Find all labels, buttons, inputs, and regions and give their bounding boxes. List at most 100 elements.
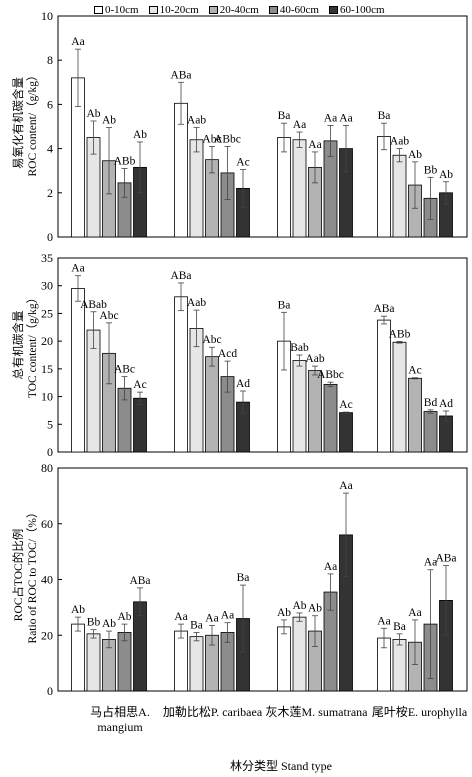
significance-label: Bb bbox=[87, 617, 101, 629]
significance-label: Ab bbox=[408, 149, 422, 161]
y-tick-label: 60 bbox=[41, 517, 53, 531]
significance-label: Acd bbox=[218, 348, 237, 360]
bar-0-10cm bbox=[71, 288, 85, 453]
significance-label: Ab bbox=[292, 600, 306, 612]
legend-swatch bbox=[208, 6, 218, 14]
y-axis-label-ratio: ROC占TOC的比例 Ratio of ROC to TOC/（%） bbox=[12, 507, 40, 644]
legend-swatch bbox=[148, 6, 158, 14]
significance-label: Ab bbox=[102, 618, 116, 630]
x-category-pinus: 加勒比松P. caribaea bbox=[160, 705, 265, 720]
significance-label: Bd bbox=[424, 397, 438, 409]
y-tick-label: 2 bbox=[47, 186, 53, 200]
significance-label: Aa bbox=[205, 612, 218, 624]
bar-60-100cm bbox=[339, 412, 353, 453]
y-tick-label: 0 bbox=[47, 445, 53, 459]
bar-0-10cm bbox=[174, 296, 188, 453]
y-tick-label: 0 bbox=[47, 684, 53, 698]
y-axis-label-toc: 总有机碳含量 TOC content/（g/kg） bbox=[12, 292, 40, 398]
significance-label: ABbc bbox=[317, 369, 344, 381]
significance-label: Ab bbox=[308, 603, 322, 615]
bar-0-10cm bbox=[377, 136, 391, 238]
significance-label: Ba bbox=[278, 299, 291, 311]
x-category-eucalyptus: 尾叶桉E. urophylla bbox=[367, 705, 472, 720]
legend-item-60-100cm: 60-100cm bbox=[328, 4, 385, 16]
y-tick-label: 30 bbox=[41, 279, 53, 293]
significance-label: Abc bbox=[99, 310, 118, 322]
legend-swatch bbox=[94, 6, 103, 14]
significance-label: Ad bbox=[439, 398, 453, 410]
significance-label: Aa bbox=[408, 607, 421, 619]
bar-10-20cm bbox=[189, 139, 204, 238]
bar-20-40cm bbox=[308, 370, 322, 453]
bar-0-10cm bbox=[277, 626, 291, 692]
bar-60-100cm bbox=[133, 397, 147, 453]
significance-label: Abc bbox=[202, 334, 221, 346]
significance-label: Aa bbox=[339, 480, 352, 492]
significance-label: Ad bbox=[236, 378, 250, 390]
significance-label: Ac bbox=[339, 399, 352, 411]
significance-label: ABa bbox=[373, 303, 394, 315]
bar-10-20cm bbox=[392, 341, 407, 453]
legend-label: 10-20cm bbox=[159, 4, 199, 16]
significance-label: Abc bbox=[202, 133, 221, 145]
significance-label: Bb bbox=[424, 164, 438, 176]
legend-swatch bbox=[268, 6, 278, 14]
bar-20-40cm bbox=[205, 356, 219, 453]
significance-label: ABa bbox=[435, 553, 456, 565]
significance-label: Aa bbox=[71, 263, 84, 275]
significance-label: Aa bbox=[339, 112, 352, 124]
y-axis-label-roc: 易氧化有机碳含量 ROC content/（g/kg） bbox=[12, 69, 40, 176]
x-category-line: 尾叶桉E. urophylla bbox=[371, 705, 468, 719]
legend-label: 40-60cm bbox=[279, 4, 319, 16]
significance-label: Ab bbox=[133, 129, 147, 141]
significance-label: Ba bbox=[393, 621, 406, 633]
significance-label: Aa bbox=[324, 112, 337, 124]
significance-label: ABa bbox=[170, 69, 191, 81]
y-axis-label-en: TOC content/（g/kg） bbox=[27, 291, 39, 399]
bar-20-40cm bbox=[408, 377, 422, 453]
significance-label: Ba bbox=[190, 619, 203, 631]
significance-label: Aab bbox=[390, 136, 409, 148]
bar-0-10cm bbox=[71, 623, 85, 692]
significance-label: Aa bbox=[424, 557, 437, 569]
legend-label: 20-40cm bbox=[219, 4, 259, 16]
legend-label: 60-100cm bbox=[339, 4, 385, 16]
y-tick-label: 15 bbox=[41, 362, 53, 376]
significance-label: Ab bbox=[439, 169, 453, 181]
y-tick-label: 80 bbox=[41, 461, 53, 475]
y-tick-label: 6 bbox=[47, 97, 53, 111]
significance-label: Aa bbox=[377, 615, 390, 627]
legend-item-40-60cm: 40-60cm bbox=[268, 4, 319, 16]
legend-label: 0-10cm bbox=[105, 4, 139, 16]
y-tick-label: 0 bbox=[47, 230, 53, 244]
y-tick-label: 8 bbox=[47, 53, 53, 67]
bar-60-100cm bbox=[439, 415, 453, 453]
significance-label: Aa bbox=[174, 611, 187, 623]
y-axis-label-zh: ROC占TOC的比例 bbox=[13, 528, 25, 622]
x-category-line: 灰木莲M. sumatrana bbox=[265, 705, 368, 719]
y-tick-label: 10 bbox=[41, 390, 53, 404]
x-category-line: 加勒比松P. caribaea bbox=[162, 705, 263, 719]
bar-10-20cm bbox=[292, 360, 307, 453]
bar-0-10cm bbox=[174, 630, 188, 692]
significance-label: Ac bbox=[236, 157, 249, 169]
bar-0-10cm bbox=[277, 137, 291, 238]
significance-label: Ba bbox=[278, 110, 291, 122]
bar-40-60cm bbox=[323, 383, 338, 453]
significance-label: Bab bbox=[290, 342, 309, 354]
x-category-acacia: 马占相思A. mangium bbox=[70, 705, 170, 735]
significance-label: Ab bbox=[86, 108, 100, 120]
significance-label: Ab bbox=[277, 607, 291, 619]
significance-label: ABbc bbox=[214, 133, 241, 145]
significance-label: ABb bbox=[114, 155, 136, 167]
significance-label: Aa bbox=[293, 119, 306, 131]
significance-label: Aab bbox=[305, 353, 324, 365]
y-tick-label: 40 bbox=[41, 573, 53, 587]
significance-label: ABc bbox=[114, 364, 135, 376]
x-category-line: 马占相思A. bbox=[90, 705, 150, 719]
y-tick-label: 20 bbox=[41, 628, 53, 642]
significance-label: ABa bbox=[129, 575, 150, 587]
y-axis-label-zh: 总有机碳含量 bbox=[13, 310, 25, 380]
significance-label: Ba bbox=[378, 110, 391, 122]
